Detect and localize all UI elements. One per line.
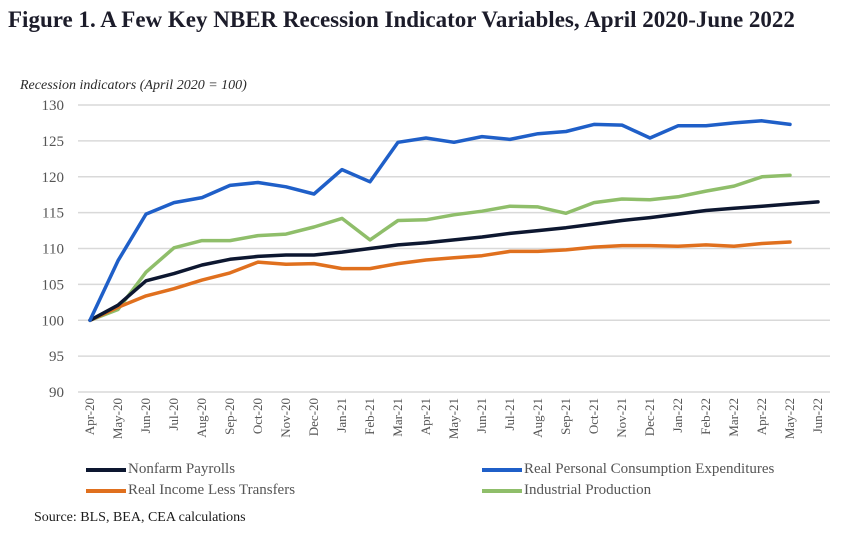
series-line-real-income-less-transfers bbox=[88, 240, 792, 323]
y-tick-label: 100 bbox=[42, 313, 65, 329]
x-tick-label: Oct-20 bbox=[250, 398, 265, 434]
chart-title: Figure 1. A Few Key NBER Recession Indic… bbox=[8, 7, 795, 32]
x-tick-label: Feb-21 bbox=[362, 398, 377, 435]
x-tick-label: May-20 bbox=[110, 398, 125, 439]
x-tick-label: Apr-20 bbox=[82, 398, 97, 435]
x-tick-label: Jul-21 bbox=[502, 398, 517, 431]
x-tick-label: Nov-21 bbox=[614, 398, 629, 438]
x-tick-label: Mar-22 bbox=[726, 398, 741, 437]
gridlines bbox=[78, 104, 830, 393]
legend-swatch-real-income bbox=[86, 488, 126, 493]
x-tick-label: Jun-21 bbox=[474, 398, 489, 433]
x-tick-label: Oct-21 bbox=[586, 398, 601, 434]
x-tick-label: Aug-21 bbox=[530, 398, 545, 438]
legend-swatch-rpce bbox=[482, 467, 522, 472]
legend-item-nonfarm-payrolls: Nonfarm Payrolls bbox=[86, 461, 235, 478]
legend-item-rpce: Real Personal Consumption Expenditures bbox=[482, 461, 774, 478]
x-tick-label: Aug-20 bbox=[194, 398, 209, 438]
series-line-real-personal-consumption-expenditures bbox=[88, 119, 792, 323]
legend-label: Real Income Less Transfers bbox=[128, 482, 296, 498]
x-tick-label: Dec-20 bbox=[306, 398, 321, 436]
x-tick-label: Jun-20 bbox=[138, 398, 153, 433]
chart-subtitle: Recession indicators (April 2020 = 100) bbox=[20, 78, 247, 93]
legend-label: Industrial Production bbox=[524, 482, 652, 498]
legend-label: Nonfarm Payrolls bbox=[128, 461, 236, 477]
legend-item-real-income: Real Income Less Transfers bbox=[86, 482, 295, 499]
legend-swatch-nonfarm-payrolls bbox=[86, 467, 126, 472]
y-tick-label: 105 bbox=[42, 277, 65, 293]
legend-item-industrial-production: Industrial Production bbox=[482, 482, 651, 499]
series-line-nonfarm-payrolls bbox=[88, 200, 820, 323]
series-lines bbox=[88, 119, 820, 323]
series-line-industrial-production bbox=[88, 173, 792, 323]
source-note: Source: BLS, BEA, CEA calculations bbox=[34, 510, 246, 525]
x-tick-label: Jan-22 bbox=[670, 398, 685, 433]
x-tick-label: Dec-21 bbox=[642, 398, 657, 436]
y-tick-label: 115 bbox=[42, 206, 64, 222]
x-tick-label: Sep-20 bbox=[222, 398, 237, 435]
x-tick-label: Feb-22 bbox=[698, 398, 713, 435]
x-tick-label: Jul-20 bbox=[166, 398, 181, 431]
x-tick-label: Jun-22 bbox=[810, 398, 825, 433]
legend-label: Real Personal Consumption Expenditures bbox=[524, 461, 775, 477]
x-tick-label: May-22 bbox=[782, 398, 797, 439]
y-tick-label: 125 bbox=[42, 134, 65, 150]
y-tick-label: 95 bbox=[49, 349, 64, 365]
x-tick-label: Mar-21 bbox=[390, 398, 405, 437]
x-tick-label: Sep-21 bbox=[558, 398, 573, 435]
y-tick-label: 120 bbox=[42, 170, 65, 186]
y-tick-label: 110 bbox=[42, 242, 64, 258]
x-tick-label: Nov-20 bbox=[278, 398, 293, 438]
x-tick-label: Jan-21 bbox=[334, 398, 349, 433]
y-axis-ticks: 130 125 120 115 110 105 100 95 90 bbox=[42, 98, 65, 401]
x-tick-label: Apr-22 bbox=[754, 398, 769, 435]
x-axis-ticks: Apr-20 May-20 Jun-20 Jul-20 Aug-20 Sep-20 Oct-… bbox=[82, 398, 825, 439]
x-tick-label: May-21 bbox=[446, 398, 461, 439]
legend-swatch-industrial-production bbox=[482, 488, 522, 493]
x-tick-label: Apr-21 bbox=[418, 398, 433, 435]
y-tick-label: 90 bbox=[49, 385, 64, 401]
y-tick-label: 130 bbox=[42, 98, 65, 114]
